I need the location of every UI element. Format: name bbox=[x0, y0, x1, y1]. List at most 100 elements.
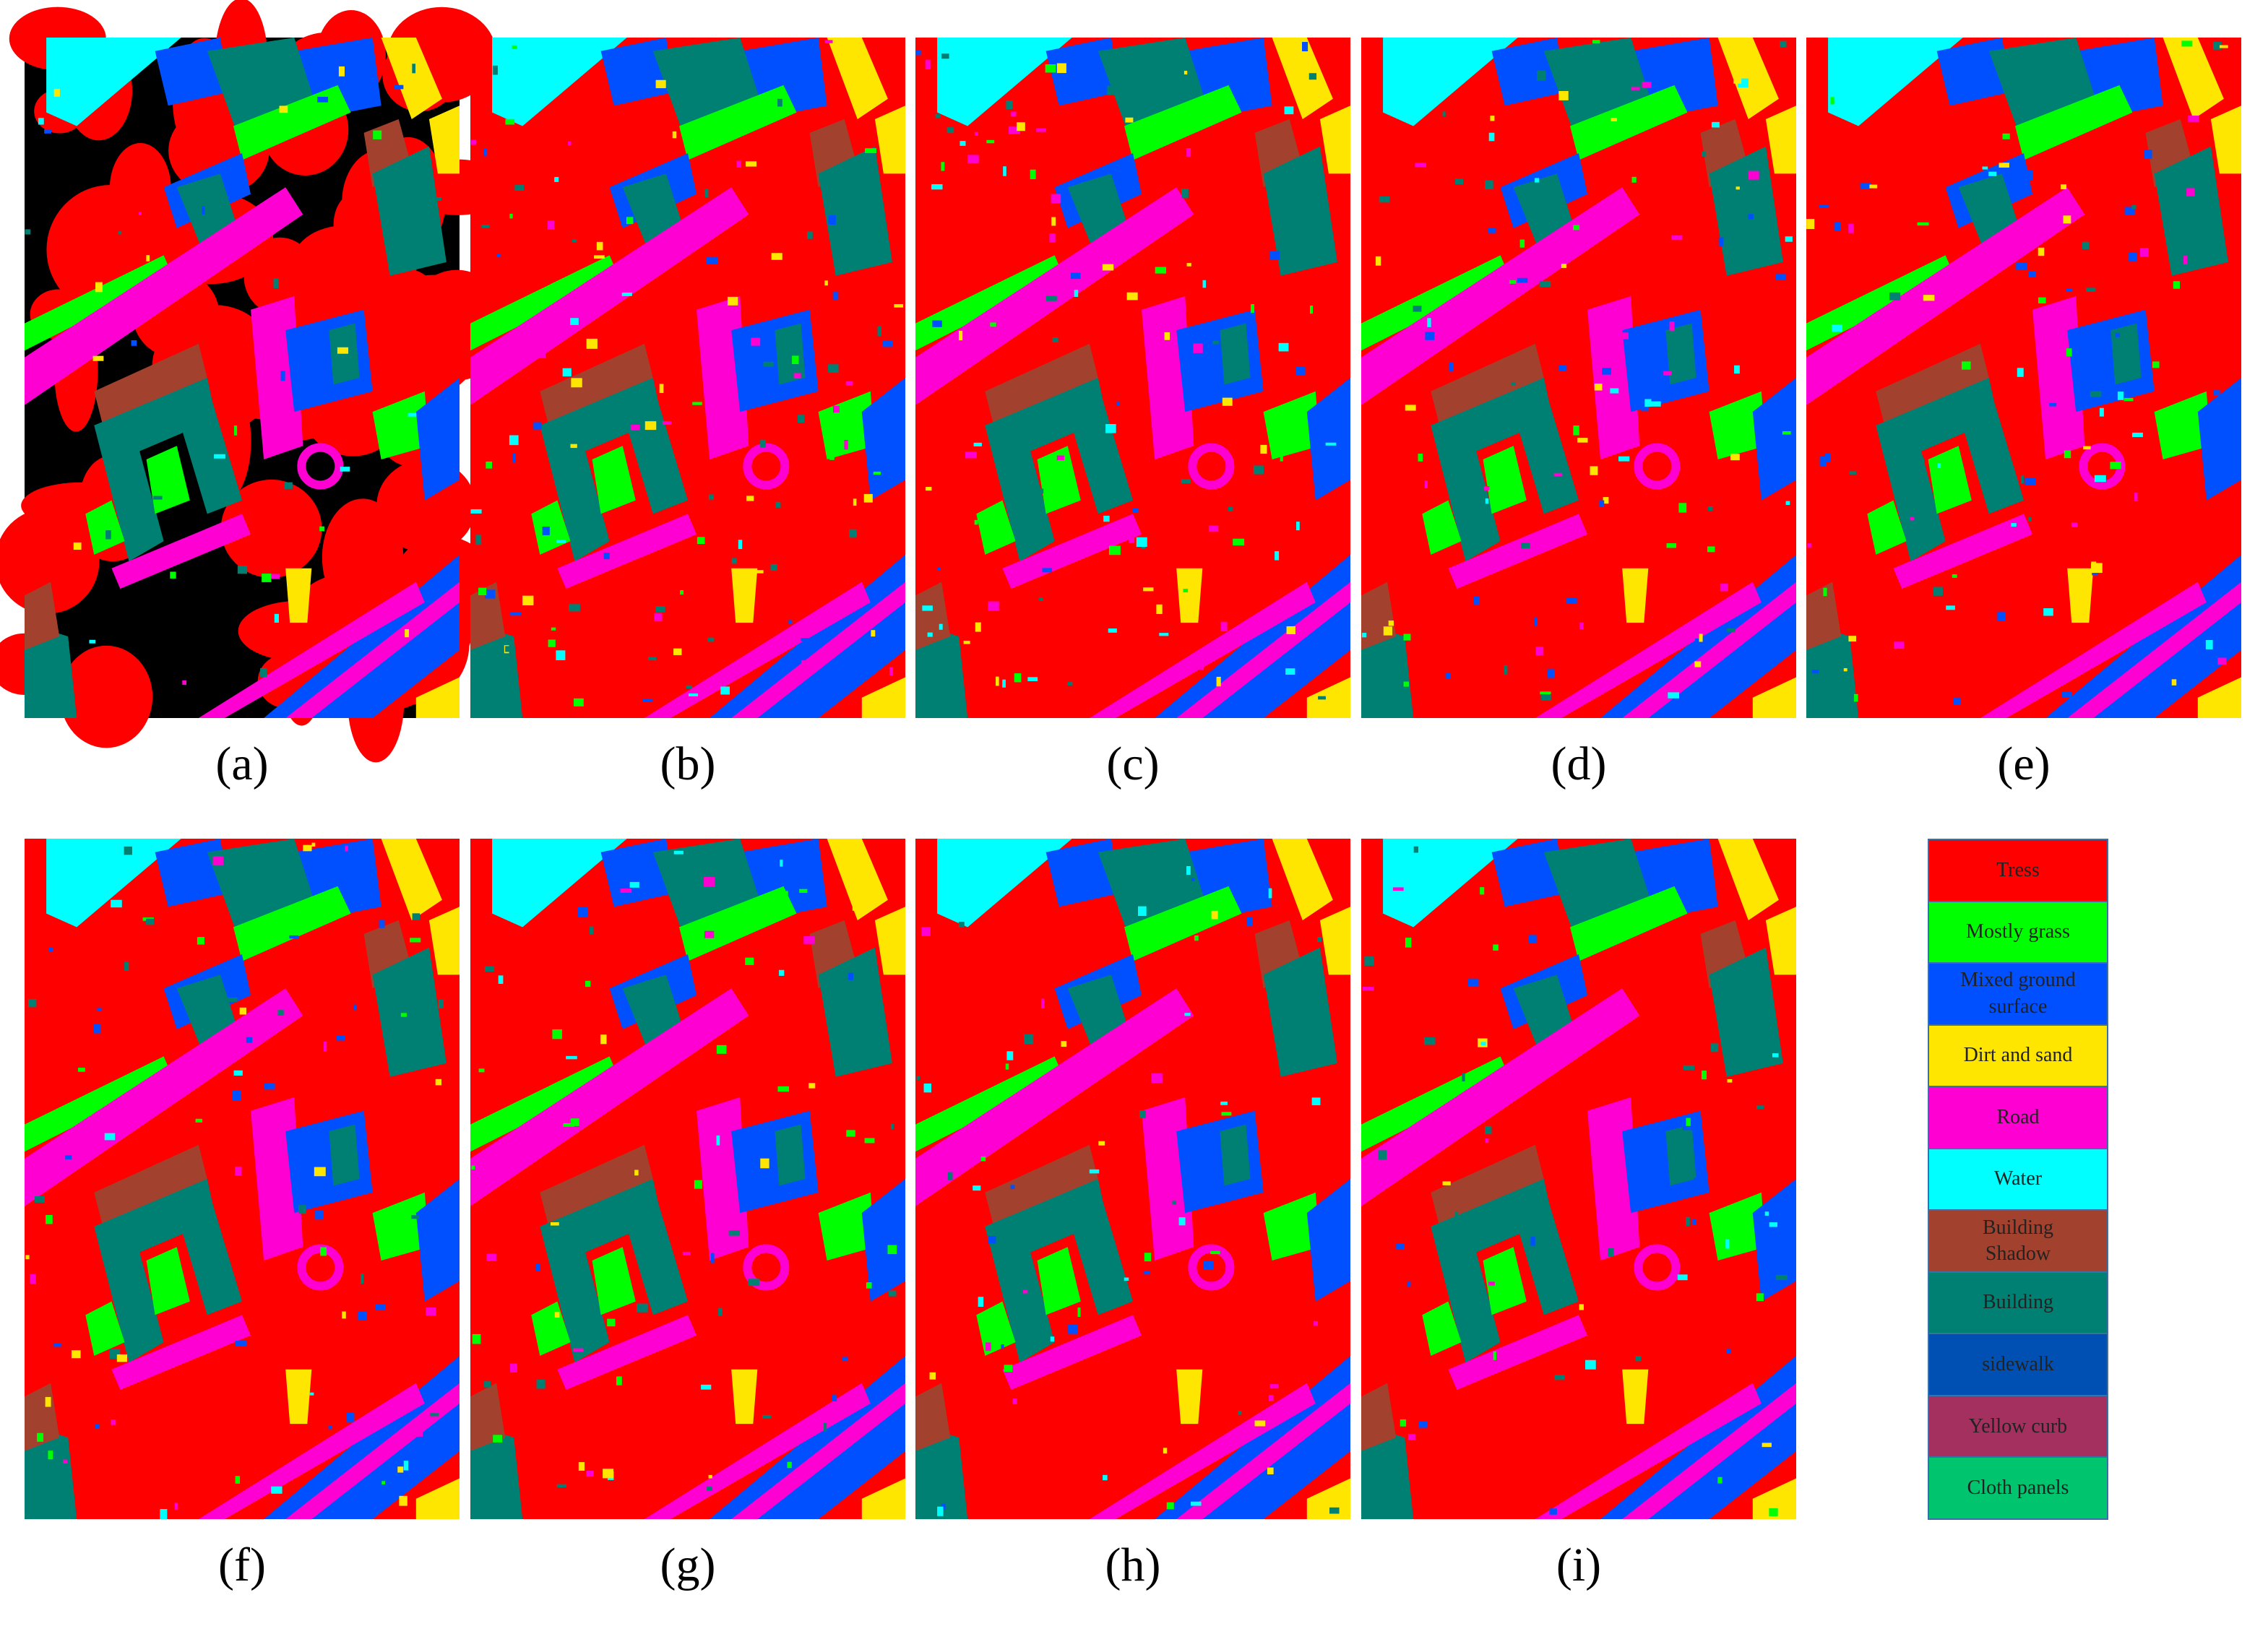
map-region bbox=[1220, 1124, 1251, 1186]
map-region bbox=[2163, 38, 2224, 119]
map-noise bbox=[514, 185, 525, 191]
map-noise bbox=[1511, 381, 1516, 386]
map-noise bbox=[877, 326, 881, 337]
map-noise bbox=[2062, 691, 2073, 698]
map-region bbox=[1361, 255, 1509, 351]
map-noise bbox=[738, 540, 743, 550]
map-region bbox=[372, 1192, 429, 1261]
map-noise bbox=[1001, 1344, 1004, 1349]
map-noise bbox=[317, 96, 329, 103]
map-region bbox=[111, 1315, 251, 1390]
map-noise bbox=[720, 309, 724, 317]
map-noise bbox=[1004, 1365, 1013, 1373]
classification-map bbox=[915, 38, 1350, 718]
map-noise bbox=[78, 1068, 85, 1072]
map-noise bbox=[477, 1467, 482, 1478]
map-noise bbox=[111, 1419, 116, 1425]
legend-label: Water bbox=[1993, 1167, 2043, 1190]
map-noise bbox=[53, 88, 60, 97]
map-noise bbox=[2028, 271, 2037, 277]
map-noise bbox=[686, 685, 692, 689]
map-noise bbox=[1480, 887, 1485, 895]
map-noise bbox=[1641, 405, 1650, 411]
map-region bbox=[731, 1369, 758, 1425]
map-region bbox=[1063, 1185, 1133, 1315]
map-noise bbox=[2071, 522, 2078, 527]
map-noise bbox=[1916, 458, 1925, 464]
map-region bbox=[2197, 378, 2241, 501]
map-noise bbox=[1663, 371, 1672, 376]
map-noise bbox=[475, 535, 482, 545]
map-region bbox=[415, 677, 460, 718]
map-noise bbox=[485, 589, 496, 599]
map-noise bbox=[596, 241, 603, 251]
map-noise bbox=[1285, 668, 1295, 675]
map-noise bbox=[887, 131, 898, 138]
map-noise bbox=[1669, 321, 1675, 332]
map-region bbox=[1089, 1383, 1316, 1519]
map-noise bbox=[1108, 545, 1121, 556]
map-noise bbox=[865, 148, 877, 153]
map-noise bbox=[556, 1484, 566, 1488]
map-region bbox=[1263, 1192, 1320, 1261]
map-region bbox=[937, 38, 1072, 126]
map-noise bbox=[1268, 1395, 1274, 1401]
map-noise bbox=[1172, 1201, 1176, 1205]
map-noise bbox=[319, 526, 324, 532]
map-noise bbox=[963, 641, 970, 644]
map-noise bbox=[1485, 180, 1493, 190]
map-noise bbox=[1405, 938, 1412, 948]
panel-label: (g) bbox=[660, 1539, 716, 1591]
map-noise bbox=[284, 482, 293, 489]
map-noise bbox=[1311, 1097, 1321, 1106]
map-noise bbox=[736, 160, 741, 168]
map-noise bbox=[1211, 910, 1218, 920]
map-region bbox=[233, 886, 351, 961]
map-noise bbox=[833, 405, 840, 413]
map-noise bbox=[1129, 532, 1135, 543]
map-noise bbox=[493, 65, 498, 75]
map-region bbox=[1709, 1192, 1766, 1261]
map-region bbox=[1124, 886, 1242, 961]
map-noise bbox=[1982, 166, 1988, 170]
legend-swatch: Building Shadow bbox=[1929, 1211, 2107, 1273]
map-noise bbox=[1208, 525, 1219, 532]
map-region bbox=[1665, 1124, 1696, 1186]
map-noise bbox=[1407, 1433, 1415, 1440]
map-noise bbox=[1558, 365, 1567, 372]
map-noise bbox=[2038, 330, 2048, 335]
map-region bbox=[1806, 582, 1842, 650]
map-noise bbox=[707, 637, 715, 642]
map-noise bbox=[852, 901, 858, 911]
map-noise bbox=[1696, 681, 1704, 690]
map-region bbox=[1709, 146, 1783, 276]
map-noise bbox=[1143, 587, 1154, 592]
map-noise bbox=[1756, 1027, 1769, 1037]
map-noise bbox=[1144, 1253, 1152, 1262]
map-noise bbox=[925, 59, 931, 69]
map-noise bbox=[260, 667, 267, 678]
map-noise bbox=[2066, 348, 2072, 357]
map-region bbox=[1176, 1383, 1350, 1519]
map-region bbox=[540, 1144, 653, 1227]
map-noise bbox=[572, 1348, 584, 1352]
legend-label: Building Shadow bbox=[1982, 1216, 2053, 1266]
panel-label: (a) bbox=[215, 738, 268, 790]
map-region bbox=[618, 384, 688, 514]
map-noise bbox=[512, 453, 516, 463]
map-region bbox=[1570, 886, 1688, 961]
map-noise bbox=[95, 282, 103, 293]
map-noise bbox=[775, 501, 781, 508]
map-noise bbox=[38, 118, 44, 125]
map-region bbox=[1828, 38, 1963, 126]
map-noise bbox=[570, 444, 577, 449]
legend-swatch: Tress bbox=[1929, 840, 2107, 902]
map-noise bbox=[1710, 1043, 1719, 1052]
map-noise bbox=[45, 1396, 51, 1407]
map-noise bbox=[853, 498, 857, 506]
map-region bbox=[1063, 384, 1133, 514]
map-noise bbox=[510, 612, 522, 616]
map-noise bbox=[1520, 542, 1530, 549]
map-noise bbox=[25, 1255, 30, 1260]
map-noise bbox=[512, 45, 517, 49]
